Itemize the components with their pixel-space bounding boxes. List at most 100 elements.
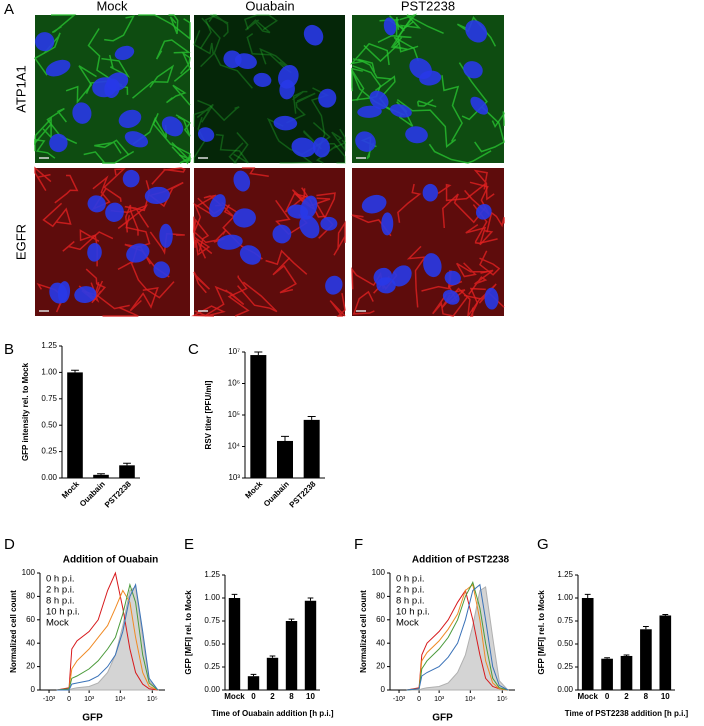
membrane [193, 271, 211, 294]
membrane [237, 281, 278, 313]
y-tick-label: 40 [376, 638, 385, 647]
x-tick-label: 10 [661, 692, 670, 701]
y-tick-label: 10⁴ [228, 442, 241, 451]
y-tick-label: 1.25 [557, 570, 573, 579]
y-tick-label: 0.50 [557, 639, 573, 648]
membrane [329, 292, 346, 317]
micrograph [191, 167, 346, 317]
nucleus [197, 127, 215, 142]
y-tick-label: 0.25 [204, 662, 220, 671]
membrane [388, 14, 422, 32]
error-bar [250, 673, 257, 677]
y-tick-label: 1.00 [204, 593, 220, 602]
micrographs [33, 13, 505, 317]
error-bar [231, 593, 238, 598]
membrane [397, 183, 422, 223]
y-tick-label: 1.25 [204, 570, 220, 579]
legend-entry: 2 h p.i. [396, 585, 425, 596]
y-tick-label: 1.00 [557, 593, 573, 602]
x-tick-label: 10⁵ [497, 696, 508, 703]
nucleus [419, 70, 442, 86]
nucleus [357, 105, 382, 118]
y-axis-label: GFP [MFI] rel. to Mock [537, 590, 546, 675]
legend-entry: 0 h p.i. [46, 574, 75, 585]
nucleus [470, 96, 489, 115]
membrane [259, 47, 290, 69]
error-bar [281, 435, 289, 441]
nucleus [318, 88, 337, 108]
membrane [194, 236, 213, 259]
nucleus [299, 215, 320, 239]
line [406, 581, 509, 691]
membrane [441, 75, 463, 142]
membrane [315, 139, 347, 164]
y-tick-label: 20 [26, 662, 35, 671]
membrane [83, 150, 135, 164]
line [56, 589, 159, 691]
membrane [351, 214, 392, 237]
nucleus [381, 212, 394, 236]
nucleus [291, 137, 316, 158]
membrane [138, 14, 191, 41]
membrane [272, 257, 297, 294]
nucleus [300, 195, 318, 220]
nucleus [72, 102, 92, 124]
membrane [51, 14, 77, 34]
error-bar [269, 655, 276, 658]
nucleus [273, 115, 298, 131]
membrane [201, 17, 253, 89]
error-bar [604, 657, 611, 659]
bar [659, 615, 672, 690]
bar [247, 676, 260, 690]
y-tick-label: 0.50 [204, 639, 220, 648]
column-label: PST2238 [401, 0, 455, 13]
x-axis-label: GFP [82, 713, 103, 724]
y-tick-label: 10³ [228, 473, 240, 482]
panel-label: E [184, 536, 194, 553]
nucleus [303, 24, 324, 46]
membrane [432, 293, 468, 317]
bar [285, 621, 298, 690]
x-tick-label: 0 [417, 696, 421, 703]
bar [620, 655, 633, 690]
legend-entry: Mock [396, 618, 419, 629]
nucleus [391, 265, 412, 287]
y-tick-label: 100 [372, 568, 386, 577]
membrane [151, 167, 186, 185]
nucleus [312, 137, 330, 158]
y-tick-label: 10⁶ [228, 379, 240, 388]
membrane [486, 211, 505, 233]
error-bar [623, 654, 630, 656]
membrane [456, 262, 488, 278]
y-tick-label: 10⁷ [228, 347, 240, 356]
membrane [241, 167, 269, 178]
membrane [390, 20, 414, 51]
nucleus [484, 287, 499, 310]
x-tick-label: 0 [251, 692, 256, 701]
nucleus [87, 242, 102, 262]
membrane [243, 14, 279, 31]
x-tick-label: 10 [306, 692, 315, 701]
nucleus [389, 104, 412, 118]
y-axis-label: GFP [MFI] rel. to Mock [184, 590, 193, 675]
error-bar [288, 618, 295, 621]
membrane [474, 106, 505, 153]
x-tick-label: Mock [577, 692, 598, 701]
y-tick-label: 0.75 [41, 394, 57, 403]
chart: 0.00 0.25 0.50 0.75 1.00 1.25 GFP [MFI] rel. t… [184, 570, 334, 718]
membrane [406, 245, 427, 308]
x-tick-label: 10⁵ [147, 696, 158, 703]
y-tick-label: 80 [26, 592, 35, 601]
membrane [228, 132, 249, 164]
membrane [175, 114, 192, 137]
bar [277, 440, 293, 478]
membrane [193, 202, 215, 233]
legend-entry: 10 h p.i. [396, 607, 430, 618]
y-tick-label: 1.25 [41, 341, 57, 350]
nucleus [106, 72, 129, 91]
x-tick-label: 10³ [434, 696, 445, 703]
nucleus [144, 186, 170, 205]
panel-label: F [354, 536, 363, 553]
y-tick-label: 100 [22, 568, 36, 577]
membrane [331, 128, 346, 152]
